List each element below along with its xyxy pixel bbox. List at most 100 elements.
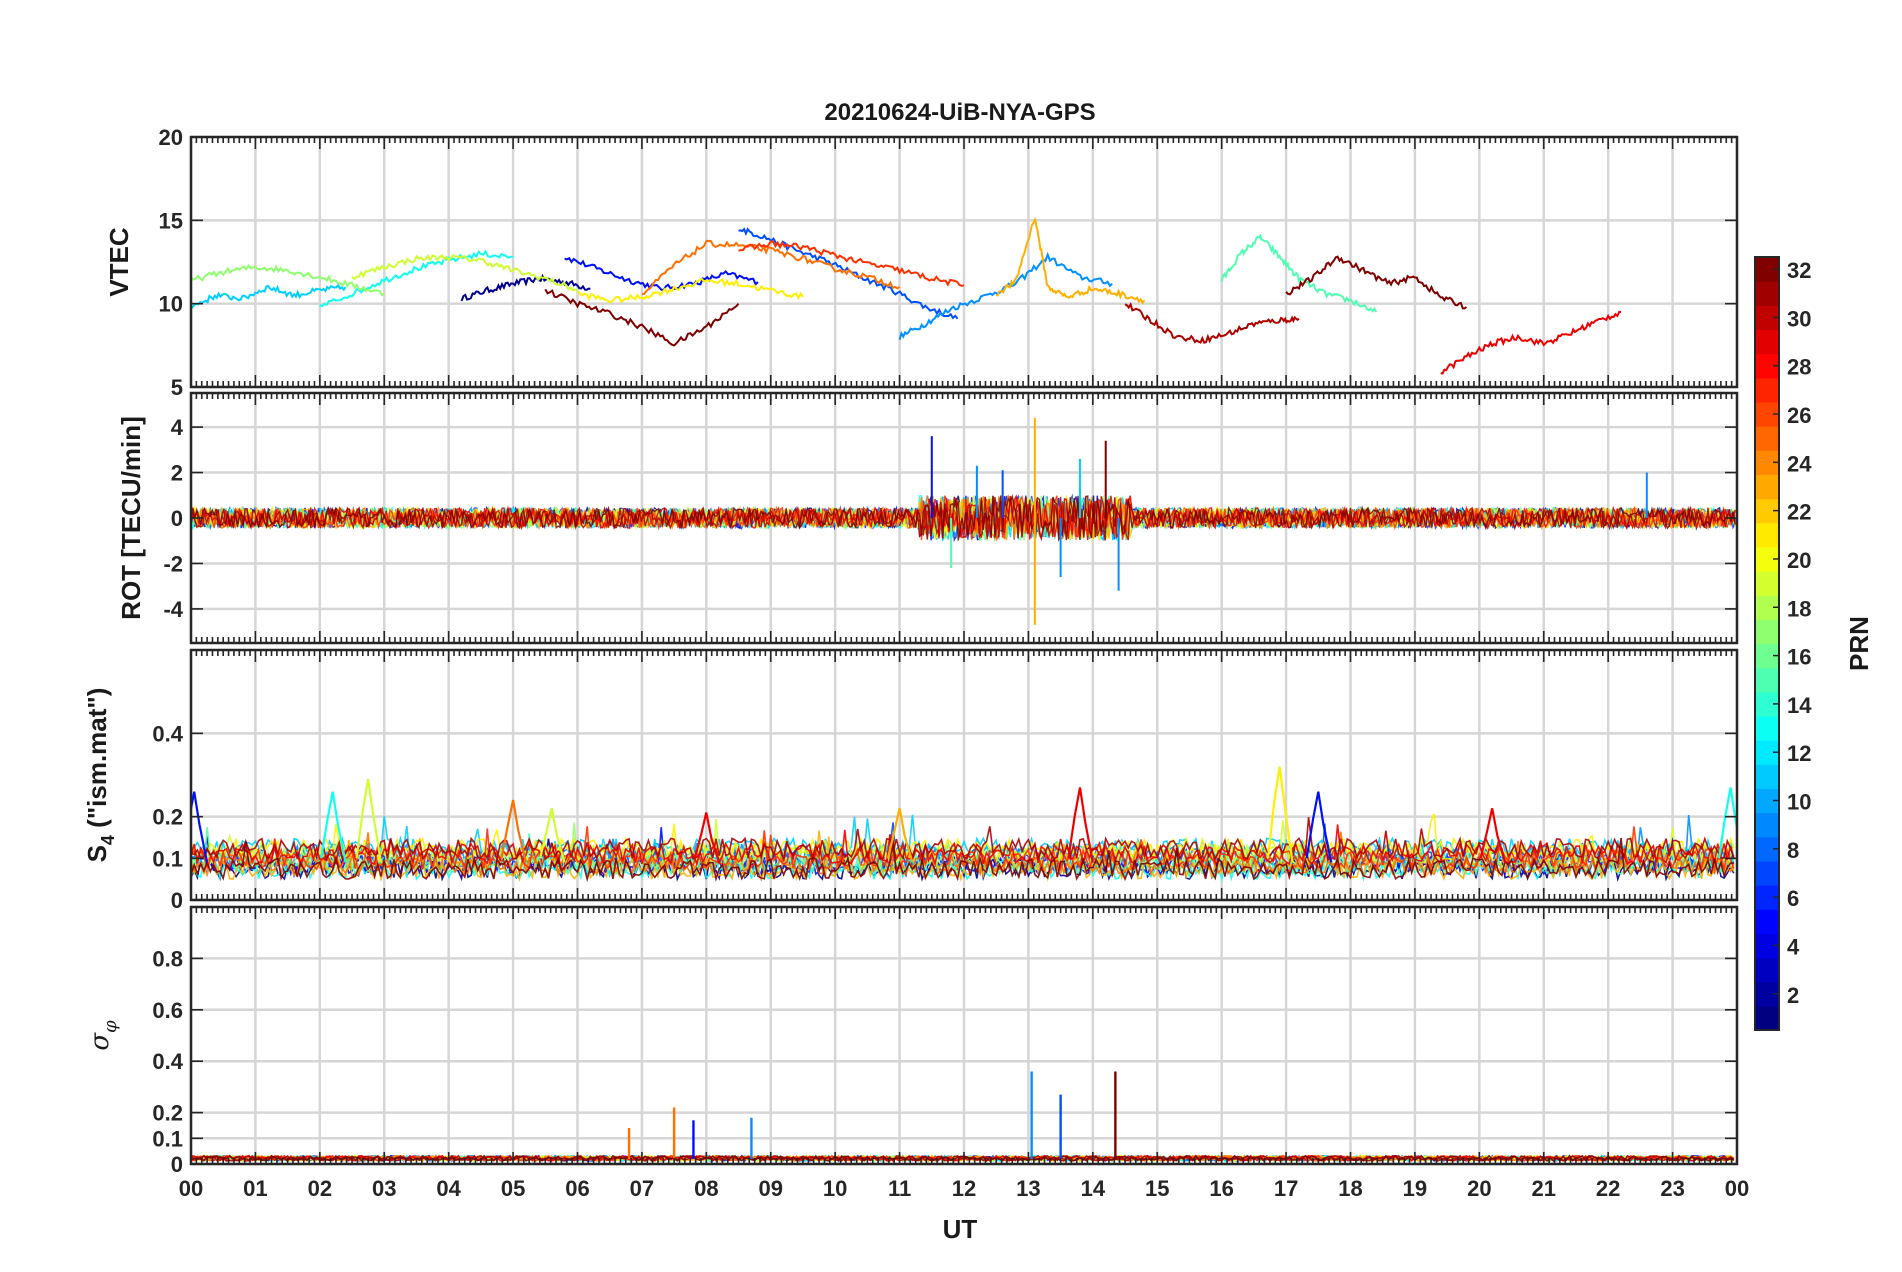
colorbar-band: [1755, 860, 1779, 886]
series-prn-29: [1124, 301, 1300, 344]
colorbar-tick-label: 26: [1787, 403, 1811, 428]
colorbar-band: [1755, 764, 1779, 790]
y-tick-label: 10: [159, 292, 183, 317]
colorbar-band: [1755, 329, 1779, 355]
x-tick-label: 09: [759, 1176, 783, 1201]
y-tick-label: 20: [159, 125, 183, 150]
colorbar-band: [1755, 619, 1779, 645]
colorbar-band: [1755, 426, 1779, 451]
y-tick-label: 0: [171, 888, 183, 913]
colorbar-band: [1755, 1005, 1779, 1031]
colorbar-tick-label: 2: [1787, 983, 1799, 1008]
series-noise: [191, 817, 1735, 863]
colorbar-tick-label: 20: [1787, 548, 1811, 573]
y-axis-label: VTEC: [104, 227, 134, 297]
x-tick-label: 08: [694, 1176, 718, 1201]
colorbar-tick-label: 14: [1787, 693, 1812, 718]
y-tick-label: 0.6: [152, 998, 183, 1023]
s4-peak: [1717, 787, 1737, 859]
y-tick-label: 4: [171, 415, 184, 440]
series-prn-11: [319, 249, 514, 308]
y-axis-label: S4 ("ism.mat"): [82, 688, 118, 863]
y-tick-label: 5: [171, 375, 183, 400]
panel-box: [189, 905, 1739, 1166]
s4-peak: [539, 808, 566, 863]
x-tick-label: 18: [1338, 1176, 1362, 1201]
x-tick-label: 13: [1016, 1176, 1040, 1201]
colorbar-tick-label: 4: [1787, 934, 1800, 959]
s4-peak: [191, 791, 209, 863]
colorbar-tick-label: 32: [1787, 258, 1811, 283]
chart-title: 20210624-UiB-NYA-GPS: [824, 99, 1095, 126]
s4-peak: [693, 812, 721, 863]
series-prn-32: [544, 288, 740, 347]
series-prn-1: [460, 273, 591, 302]
colorbar-tick-label: 8: [1787, 838, 1799, 863]
s4-peak: [500, 799, 528, 863]
colorbar-tick-label: 16: [1787, 645, 1811, 670]
s4-peak: [1479, 808, 1507, 863]
y-tick-label: 0: [171, 1152, 183, 1177]
panel-vtec: VTEC 5 10 15 20: [104, 125, 1739, 400]
y-tick-label: 0.2: [152, 805, 183, 830]
x-tick-label: 05: [501, 1176, 525, 1201]
y-axis-label: ROT [TECU/min]: [116, 416, 146, 620]
colorbar-tick-label: 22: [1787, 500, 1811, 525]
y-tick-label: 2: [171, 461, 183, 486]
series-prn-15: [191, 263, 385, 297]
x-tick-label: 12: [952, 1176, 976, 1201]
colorbar-band: [1755, 377, 1779, 403]
colorbar-band: [1755, 281, 1779, 306]
x-tick-label: 01: [243, 1176, 267, 1201]
x-tick-label: 00: [179, 1176, 203, 1201]
s4-peak: [1266, 766, 1294, 863]
x-tick-label: 21: [1532, 1176, 1556, 1201]
y-tick-label: 15: [159, 208, 183, 233]
panel-rot: ROT [TECU/min] -4 -2 0 2 4: [116, 391, 1739, 645]
y-tick-label: 0.4: [152, 1049, 183, 1074]
x-tick-label: 19: [1403, 1176, 1427, 1201]
x-tick-label: 07: [630, 1176, 654, 1201]
colorbar-tick-label: 10: [1787, 790, 1811, 815]
series-prn-31: [1285, 255, 1468, 310]
series-prn-25: [738, 240, 965, 287]
colorbar-band: [1755, 571, 1779, 596]
s4-peak: [1067, 787, 1094, 863]
x-tick-label: 14: [1081, 1176, 1106, 1201]
series-prn-17: [351, 253, 578, 292]
colorbar-band: [1755, 474, 1779, 500]
x-tick-label: 10: [823, 1176, 847, 1201]
colorbar-band: [1755, 522, 1779, 548]
x-tick-label: 16: [1209, 1176, 1233, 1201]
colorbar-band: [1755, 909, 1779, 934]
x-axis-label: UT: [943, 1214, 978, 1244]
x-tick-label: 11: [888, 1176, 911, 1201]
colorbar-band: [1755, 812, 1779, 838]
colorbar-tick-label: 18: [1787, 596, 1811, 621]
x-tick-label: 00: [1725, 1176, 1749, 1201]
x-tick-label: 15: [1145, 1176, 1169, 1201]
colorbar-box: [1754, 256, 1780, 1031]
series-prn-21: [995, 216, 1146, 305]
s4-peak: [355, 779, 383, 863]
x-tick-label: 23: [1660, 1176, 1684, 1201]
colorbar-band: [1755, 957, 1779, 983]
y-tick-label: 0.2: [152, 1101, 183, 1126]
panel-box: [189, 391, 1739, 645]
y-axis-label: σφ: [85, 1020, 121, 1051]
panel-box: [189, 135, 1739, 389]
colorbar-tick-label: 6: [1787, 886, 1799, 911]
y-tick-label: 0: [171, 506, 183, 531]
x-tick-label: 20: [1467, 1176, 1491, 1201]
series-prn-3: [564, 256, 759, 292]
colorbar-band: [1755, 715, 1779, 741]
series-group: [191, 216, 1622, 375]
series-prn-13: [1220, 233, 1378, 313]
series-prn-9: [191, 283, 347, 310]
y-tick-label: -4: [163, 597, 183, 622]
series-prn-27: [1440, 310, 1622, 375]
colorbar-tick-label: 30: [1787, 306, 1811, 331]
colorbar-label: PRN: [1844, 616, 1874, 671]
